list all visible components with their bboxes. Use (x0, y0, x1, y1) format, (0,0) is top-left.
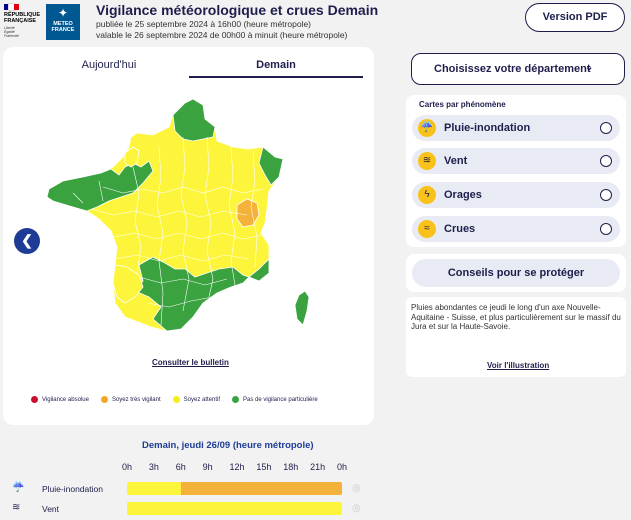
valid-date: valable le 26 septembre 2024 de 00h00 à … (96, 30, 348, 40)
corsica-green-area[interactable] (294, 290, 310, 326)
timeline-hour-label: 9h (202, 462, 213, 472)
tab-today[interactable]: Aujourd'hui (81, 59, 137, 71)
department-select[interactable]: Choisissez votre département ⌄ (411, 53, 625, 85)
rain-flood-icon: ☔ (12, 482, 25, 493)
timeline-row-label: Pluie-inondation (42, 484, 103, 494)
pdf-version-button[interactable]: Version PDF (525, 3, 625, 32)
legend-dot-yellow (172, 396, 180, 403)
department-select-label: Choisissez votre département (434, 63, 591, 75)
flag-white (8, 3, 15, 11)
meteo-logo-text-2: FRANCE (51, 27, 75, 33)
timeline-segment (127, 502, 342, 515)
french-flag-icon (4, 3, 19, 11)
timeline-segment (180, 482, 342, 495)
rain-flood-icon: ☔ (418, 119, 436, 137)
legend-dot-green (232, 396, 239, 403)
phenomena-title: Cartes par phénomène (419, 100, 506, 109)
meteo-logo-text-1: METEO (53, 21, 73, 27)
phenomenon-vent[interactable]: ≋ Vent (412, 148, 620, 174)
southeast-green-area[interactable] (248, 258, 270, 282)
phenomenon-label: Pluie-inondation (444, 122, 531, 134)
legend-label: Soyez très vigilant (111, 396, 161, 403)
phenomenon-radio[interactable] (600, 122, 612, 134)
chevron-down-icon: ⌄ (585, 62, 594, 73)
phenomenon-radio[interactable] (600, 223, 612, 235)
header: RÉPUBLIQUE FRANÇAISE Liberté Égalité Fra… (0, 0, 631, 46)
motto-egalite: Égalité (4, 30, 15, 34)
legend-dot-orange (100, 396, 108, 403)
france-vigilance-map[interactable] (43, 97, 323, 337)
timeline-hour-label: 18h (283, 462, 299, 472)
timeline-hour-label: 3h (148, 462, 159, 472)
phenomena-card: Cartes par phénomène ☔ Pluie-inondation … (406, 95, 626, 247)
map-legend: Vigilance absolue Soyez très vigilant So… (31, 396, 318, 403)
wind-icon: ≋ (12, 502, 21, 513)
flag-blue (4, 4, 9, 10)
phenomenon-radio[interactable] (600, 189, 612, 201)
legend-label: Pas de vigilance particulière (243, 396, 318, 403)
thunderstorm-icon: ϟ (418, 186, 436, 204)
published-date: publiée le 25 septembre 2024 à 16h00 (he… (96, 19, 312, 29)
timeline-hour-label: 0h (122, 462, 133, 472)
bulletin-link[interactable]: Consulter le bulletin (152, 358, 229, 367)
phenomenon-pluie-inondation[interactable]: ☔ Pluie-inondation (412, 115, 620, 141)
department-borders (72, 136, 264, 326)
eye-slash-icon[interactable]: ◎ (352, 503, 361, 514)
previous-day-button[interactable]: ❮ (14, 228, 40, 254)
eye-slash-icon[interactable]: ◎ (352, 483, 361, 494)
motto: Liberté Égalité Fraternité (4, 26, 42, 38)
timeline-bar-pluie-inondation[interactable] (127, 482, 342, 495)
republique-francaise-logo: RÉPUBLIQUE FRANÇAISE Liberté Égalité Fra… (4, 3, 42, 38)
meteo-swirl-icon: ✦ (57, 6, 69, 20)
timeline-hour-label: 6h (175, 462, 186, 472)
east-green-area[interactable] (258, 146, 284, 186)
legend-item-tres-vigilant: Soyez très vigilant (100, 396, 161, 403)
map-card: Aujourd'hui Demain (3, 47, 374, 425)
illustration-link[interactable]: Voir l'illustration (487, 361, 550, 370)
motto-fraternite: Fraternité (4, 34, 19, 38)
summary-card: Pluies abondantes ce jeudi le long d'un … (406, 297, 626, 377)
timeline-bar-vent[interactable] (127, 502, 342, 515)
cotentin-yellow-area[interactable] (124, 146, 140, 168)
north-green-area[interactable] (172, 98, 216, 142)
motto-liberte: Liberté (4, 26, 15, 30)
summary-text: Pluies abondantes ce jeudi le long d'un … (411, 303, 621, 331)
phenomenon-label: Crues (444, 223, 476, 235)
phenomenon-orages[interactable]: ϟ Orages (412, 182, 620, 208)
wind-icon: ≋ (418, 152, 436, 170)
conseils-button[interactable]: Conseils pour se protéger (412, 259, 620, 287)
legend-item-pas-de-vigilance: Pas de vigilance particulière (232, 396, 318, 403)
page-title: Vigilance météorologique et crues Demain (96, 2, 379, 18)
conseils-card: Conseils pour se protéger (406, 254, 626, 292)
timeline-title: Demain, jeudi 26/09 (heure métropole) (142, 440, 314, 451)
republique-label: RÉPUBLIQUE (4, 12, 41, 18)
tab-tomorrow[interactable]: Demain (189, 59, 363, 78)
timeline-hour-label: 0h (337, 462, 348, 472)
timeline-hour-label: 12h (229, 462, 245, 472)
timeline-row-label: Vent (42, 504, 60, 514)
flood-icon: ≈ (418, 220, 436, 238)
legend-item-vigilance-absolue: Vigilance absolue (31, 396, 89, 403)
timeline-hour-label: 15h (256, 462, 272, 472)
phenomenon-crues[interactable]: ≈ Crues (412, 216, 620, 242)
phenomenon-radio[interactable] (600, 155, 612, 167)
legend-item-attentif: Soyez attentif (172, 396, 220, 403)
legend-dot-red (31, 396, 38, 403)
timeline-hour-label: 21h (310, 462, 326, 472)
phenomenon-label: Vent (444, 155, 468, 167)
timeline-segment (127, 482, 181, 495)
legend-label: Vigilance absolue (42, 396, 89, 403)
phenomenon-label: Orages (444, 189, 482, 201)
francaise-label: FRANÇAISE (4, 18, 37, 24)
meteo-france-logo[interactable]: ✦ METEO FRANCE (46, 4, 80, 40)
landes-yellow-area[interactable] (112, 264, 144, 304)
chevron-left-icon: ❮ (21, 232, 33, 248)
legend-label: Soyez attentif (183, 396, 220, 403)
flag-red (14, 4, 19, 10)
